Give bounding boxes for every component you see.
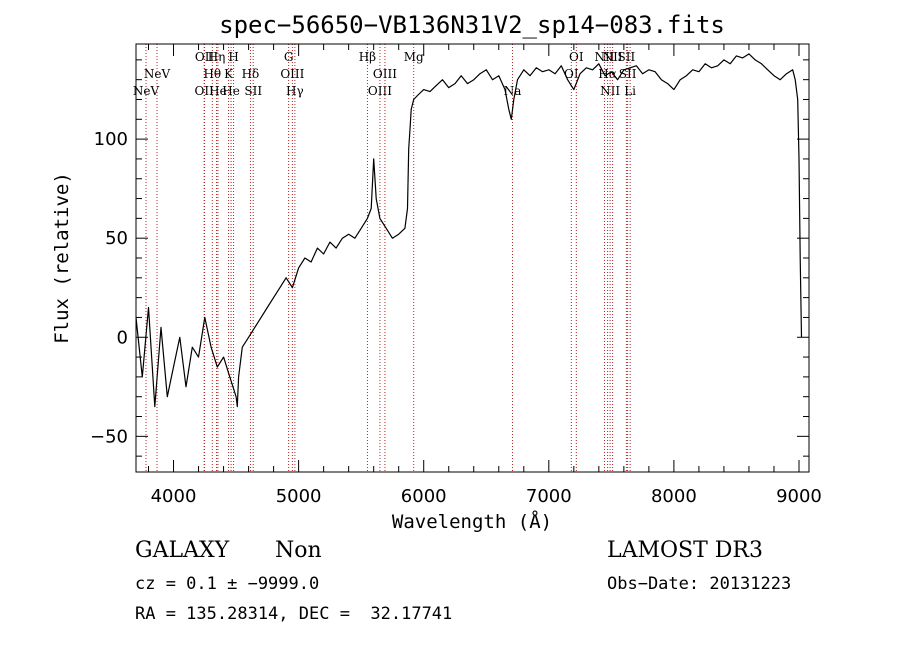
series-layer xyxy=(135,53,803,408)
spectral-line-label: Hβ xyxy=(359,50,376,64)
spectral-line-label: Hδ xyxy=(242,67,260,81)
spectral-line-label: He xyxy=(222,84,240,98)
survey-name: LAMOST DR3 xyxy=(607,538,763,563)
spectral-line-label: OIII xyxy=(368,84,392,98)
spectral-line-label: Hθ xyxy=(203,67,221,81)
x-tick-label: 9000 xyxy=(776,486,822,507)
y-tick-label: 0 xyxy=(117,327,128,348)
spectral-line-label: OI xyxy=(564,67,579,81)
y-axis-label: Flux (relative) xyxy=(51,172,73,344)
spectral-line-label: H xyxy=(228,50,238,64)
x-tick-label: 4000 xyxy=(151,486,197,507)
spectral-line-label: OIII xyxy=(280,67,304,81)
coords-text: RA = 135.28314, DEC = 32.17741 xyxy=(135,604,453,624)
plot-frame xyxy=(135,43,810,473)
spectral-line-label: Hη xyxy=(208,50,226,64)
spectral-line-label: K xyxy=(224,67,234,81)
spectral-line-label: Hγ xyxy=(286,84,304,98)
spectral-line-label: OII xyxy=(195,84,215,98)
obs-date: Obs−Date: 20131223 xyxy=(607,574,792,594)
x-tick-label: 8000 xyxy=(651,486,697,507)
redshift-text: cz = 0.1 ± −9999.0 xyxy=(135,574,320,594)
spectral-line-label: NII xyxy=(600,84,620,98)
x-axis-label: Wavelength (Å) xyxy=(392,510,552,533)
spectral-line-label: Li xyxy=(624,84,636,98)
spectral-line-label: OII xyxy=(195,50,215,64)
series-line-spectrum xyxy=(135,53,803,408)
axis-ticks: 4000 5000 6000 7000 8000 9000 −50 0 50 100 xyxy=(90,44,822,507)
spectral-line-label: NeV xyxy=(144,67,171,81)
spectral-line-label: Na xyxy=(504,84,522,98)
x-tick-label: 6000 xyxy=(401,486,447,507)
spectral-line-label: SII xyxy=(618,50,636,64)
spectral-line-label: OIII xyxy=(373,67,397,81)
spectral-line-label: OI xyxy=(569,50,584,64)
spectral-line-label: Mg xyxy=(404,50,424,64)
y-tick-label: 100 xyxy=(94,129,128,150)
spectral-line-label: He xyxy=(209,84,227,98)
spectral-line-label: NeV xyxy=(133,84,160,98)
spectral-lines: NeV NeV OII OII Hθ Hη He K He H Hδ SII G OIII Hγ Hβ OIII… xyxy=(133,44,637,472)
object-class: GALAXY xyxy=(135,538,230,563)
chart-title: spec−56650−VB136N31V2_sp14−083.fits xyxy=(219,11,725,39)
x-tick-label: 7000 xyxy=(526,486,572,507)
y-tick-label: 50 xyxy=(105,228,128,249)
spectral-line-label: NII xyxy=(603,50,623,64)
y-tick-label: −50 xyxy=(90,426,128,447)
spectral-line-label: SII xyxy=(244,84,262,98)
x-tick-label: 5000 xyxy=(276,486,322,507)
spectral-line-label: G xyxy=(284,50,294,64)
object-subclass: Non xyxy=(275,538,322,563)
